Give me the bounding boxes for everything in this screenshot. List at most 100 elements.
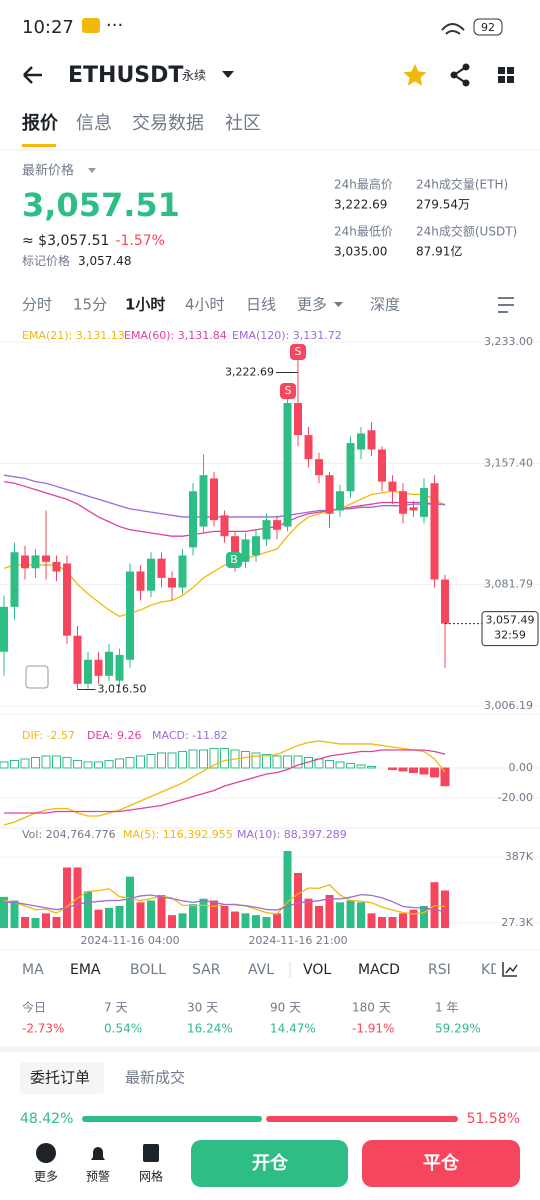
nav-label[interactable]: 更多 xyxy=(34,1170,58,1184)
tab[interactable]: 报价 xyxy=(22,112,59,134)
indicator-tab[interactable]: MA xyxy=(22,962,44,978)
perf-label: 30 天 xyxy=(187,1001,218,1015)
candle-body xyxy=(136,571,145,591)
candle-body xyxy=(315,459,323,476)
candle-body xyxy=(262,520,271,540)
indicator-tab[interactable]: MACD xyxy=(358,962,400,978)
volume-bar xyxy=(325,895,334,928)
volume-bar xyxy=(63,867,71,928)
notify-icon xyxy=(82,18,100,33)
marker-label: S xyxy=(295,345,302,358)
tab[interactable]: 交易数据 xyxy=(132,113,204,134)
back-button[interactable] xyxy=(23,66,42,84)
candle-body xyxy=(220,515,229,537)
price-dropdown[interactable] xyxy=(88,168,96,173)
candle-body xyxy=(31,555,40,569)
order-tab[interactable]: 最新成交 xyxy=(125,1069,185,1087)
ema-legend: EMA(60): 3,131.84 xyxy=(124,329,227,342)
candle-body xyxy=(252,536,260,556)
stat-label: 24h最高价 xyxy=(334,177,393,192)
open-button[interactable] xyxy=(191,1140,348,1187)
volume-bar xyxy=(420,906,428,928)
macd-bar xyxy=(419,767,429,775)
tab[interactable]: 信息 xyxy=(76,113,112,134)
indicator-settings[interactable] xyxy=(502,962,518,977)
nav-label[interactable]: 预警 xyxy=(86,1169,110,1184)
candle-body xyxy=(420,488,428,517)
alert-icon[interactable] xyxy=(91,1147,105,1160)
volume-bar xyxy=(441,890,449,928)
macd-bar xyxy=(325,759,334,769)
volume-bar xyxy=(252,915,260,928)
favorite[interactable] xyxy=(403,64,427,86)
volume-bar xyxy=(357,902,365,928)
y-tick-label: 0.00 xyxy=(509,761,534,774)
candle-body xyxy=(409,507,418,511)
macd-bar xyxy=(199,749,208,769)
volume-bar xyxy=(84,891,92,928)
more-icon[interactable] xyxy=(36,1143,56,1163)
perf-label: 今日 xyxy=(22,1000,46,1015)
indicator-tab[interactable]: AVL xyxy=(248,962,274,978)
interval[interactable]: 日线 xyxy=(246,296,276,314)
order-tab[interactable]: 委托订单 xyxy=(30,1069,90,1087)
dea-line xyxy=(4,749,446,814)
nav-label[interactable]: 网格 xyxy=(139,1169,163,1184)
interval[interactable]: 1小时 xyxy=(125,296,165,314)
indicator-tab[interactable]: RSI xyxy=(428,962,451,978)
candle-body xyxy=(210,478,218,521)
volume-bar xyxy=(220,906,229,928)
tab[interactable]: 社区 xyxy=(225,113,261,134)
buy-label: 48.42% xyxy=(20,1111,73,1127)
candle-body xyxy=(325,475,334,514)
indicator-tab[interactable]: SAR xyxy=(192,962,221,978)
change: -1.57% xyxy=(115,233,165,249)
chart-settings[interactable] xyxy=(498,297,514,313)
indicator-tab[interactable]: VOL xyxy=(303,962,331,978)
symbol-dropdown[interactable] xyxy=(222,71,234,78)
macd-bar xyxy=(178,750,187,769)
candle-body xyxy=(189,491,197,548)
perf-label: 7 天 xyxy=(104,1001,127,1015)
ema-legend: EMA(120): 3,131.72 xyxy=(232,329,342,342)
interval[interactable]: 深度 xyxy=(370,296,400,314)
close-button[interactable] xyxy=(362,1140,520,1187)
interval[interactable]: 4小时 xyxy=(185,296,225,314)
candle-body xyxy=(241,539,250,562)
candle-body xyxy=(94,659,103,676)
candle-body xyxy=(178,555,187,588)
volume-bar xyxy=(168,915,176,928)
volume-bar xyxy=(126,876,134,928)
contract-tag: 永续 xyxy=(182,69,206,83)
grid-icon[interactable] xyxy=(143,1144,159,1162)
interval[interactable]: 15分 xyxy=(73,296,107,314)
candle-body xyxy=(304,435,313,460)
indicator-tab[interactable]: EMA xyxy=(70,962,101,978)
macd-bar xyxy=(283,755,292,769)
perf-value: -1.91% xyxy=(352,1022,394,1036)
y-tick-label: 3,006.19 xyxy=(484,699,533,712)
candle-body xyxy=(147,558,155,591)
perf-value: 16.24% xyxy=(187,1022,233,1036)
candle-body xyxy=(441,579,449,624)
interval[interactable]: 分时 xyxy=(22,296,52,314)
macd-legend: DEA: 9.26 xyxy=(87,729,141,742)
expand-button[interactable] xyxy=(25,665,49,689)
marker-label: B xyxy=(230,553,238,566)
battery xyxy=(473,18,503,36)
candle-body xyxy=(0,606,8,652)
perf-value: -2.73% xyxy=(22,1022,64,1036)
layout-button[interactable] xyxy=(498,67,514,83)
indicator-tab[interactable]: BOLL xyxy=(130,962,166,978)
candle-body xyxy=(10,552,19,607)
y-tick-label: 3,233.00 xyxy=(484,335,533,348)
macd-bar xyxy=(157,752,166,769)
share[interactable] xyxy=(450,63,470,87)
stat-value: 87.91亿 xyxy=(416,244,462,259)
stat-label: 24h成交额(USDT) xyxy=(416,224,517,239)
trade-marker xyxy=(290,344,306,360)
macd-bar xyxy=(115,758,124,769)
candle-body xyxy=(357,433,365,450)
approx-price: ≈ $3,057.51 xyxy=(22,233,109,249)
interval[interactable]: 更多 xyxy=(297,296,327,314)
